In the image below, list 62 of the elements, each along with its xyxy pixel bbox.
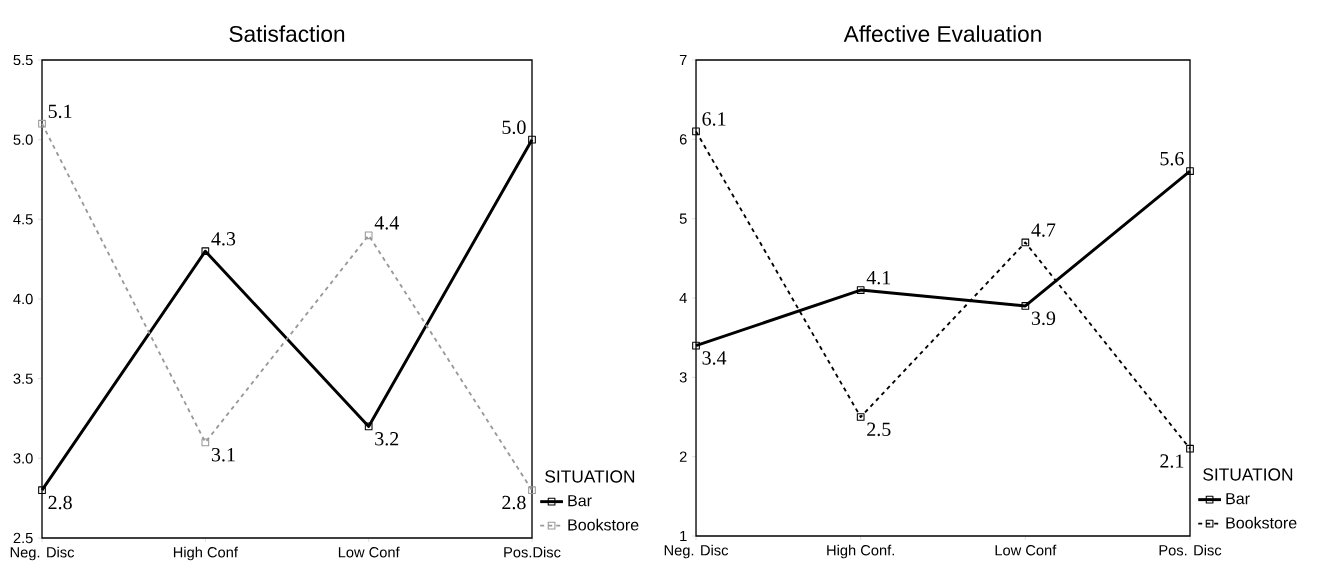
point	[1186, 167, 1194, 175]
y-tick-label: 5	[679, 213, 687, 224]
legend-label: Bar	[568, 495, 592, 507]
data-label: 6.1	[702, 112, 726, 126]
point	[38, 486, 46, 495]
data-label: 2.8	[502, 495, 526, 510]
legend-label: Bar	[1226, 493, 1250, 505]
point	[364, 422, 373, 431]
y-tick-label: 1	[680, 530, 687, 542]
x-tick-label: Neg. Disc	[10, 546, 75, 561]
point	[1021, 302, 1030, 310]
data-label: 2.8	[48, 495, 72, 510]
point	[692, 341, 700, 350]
point	[692, 127, 700, 136]
y-tick-label: 4.5	[13, 214, 33, 225]
x-tick-label: Neg. Disc	[664, 544, 729, 559]
legend-label: Bookstore	[568, 518, 639, 531]
point	[528, 135, 536, 144]
data-label: 4.1	[866, 270, 891, 285]
x-tick-label: High Conf	[173, 546, 238, 561]
y-tick-label: 5.5	[13, 54, 33, 66]
x-tick-label: High Conf.	[827, 544, 894, 559]
y-tick-label: 3.0	[13, 453, 33, 464]
data-label: 3.9	[1031, 311, 1056, 326]
y-tick-label: 2	[679, 451, 687, 462]
data-label: 2.1	[1160, 454, 1184, 468]
x-tick-label: Pos. Disc	[1159, 544, 1222, 556]
x-tick-label: Pos.Disc	[504, 546, 561, 558]
data-label: 2.5	[867, 422, 891, 437]
point	[856, 286, 865, 294]
data-label: 3.1	[211, 448, 235, 462]
point	[856, 413, 865, 421]
data-label: 4.7	[1031, 223, 1056, 237]
point	[364, 231, 373, 240]
y-tick-label: 7	[679, 54, 687, 66]
data-label: 4.3	[211, 232, 236, 246]
data-label: 5.1	[48, 104, 72, 119]
data-label: 3.2	[375, 432, 399, 446]
y-tick-label: 4	[679, 292, 687, 304]
legend-label: Bookstore	[1226, 516, 1297, 529]
point	[38, 119, 46, 128]
legend-title: SITUATION	[1203, 468, 1293, 481]
point	[1186, 444, 1194, 453]
chart-title: Satisfaction	[229, 25, 345, 42]
data-label: 3.4	[702, 351, 727, 365]
data-label: 4.4	[374, 216, 399, 230]
data-label: 5.6	[1160, 151, 1184, 166]
y-tick-label: 6	[679, 134, 687, 145]
chart-title: Affective Evaluation	[843, 25, 1041, 42]
data-label: 5.0	[502, 120, 526, 135]
y-tick-label: 3	[679, 372, 687, 383]
point	[528, 486, 536, 495]
y-tick-label: 3.5	[13, 373, 33, 384]
point	[1021, 238, 1030, 247]
point	[201, 438, 210, 447]
x-tick-label: Low Conf	[995, 544, 1057, 556]
y-tick-label: 4.0	[13, 293, 33, 305]
legend-title: SITUATION	[545, 470, 635, 483]
y-tick-label: 2.5	[13, 532, 33, 544]
x-tick-label: Low Conf	[338, 546, 400, 558]
y-tick-label: 5.0	[13, 134, 33, 145]
point	[201, 247, 210, 256]
